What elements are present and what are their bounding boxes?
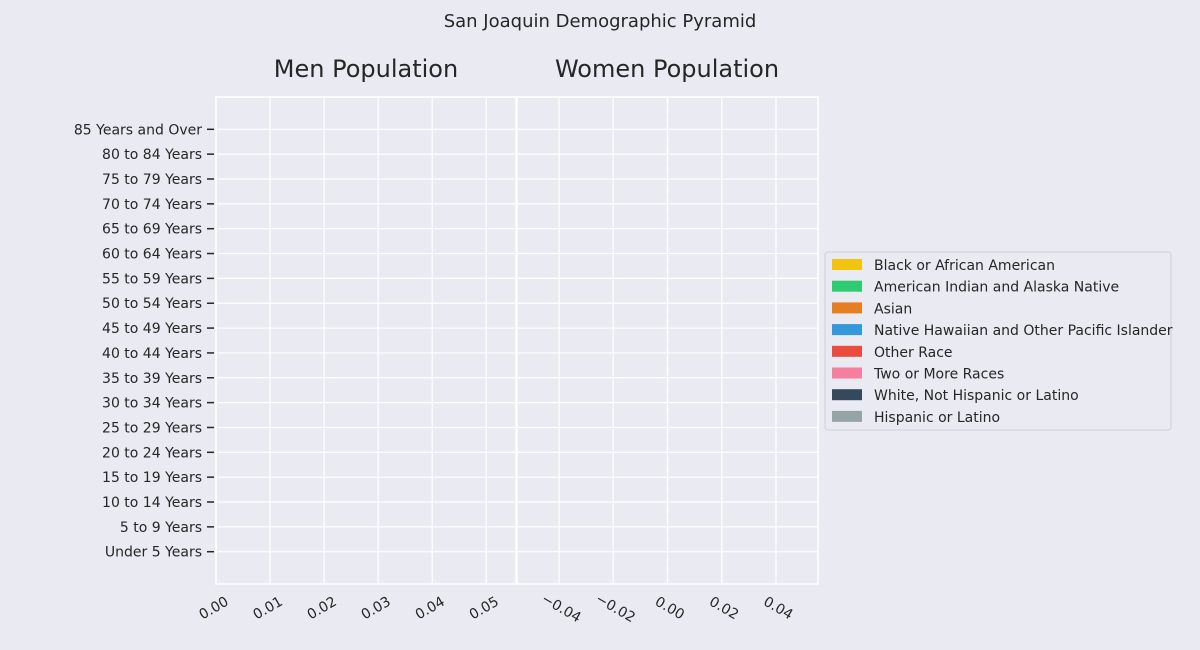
women-x-tick-label: 0.04 — [760, 594, 795, 623]
legend-label-asian: Asian — [874, 301, 912, 317]
men-x-tick-label: 0.05 — [467, 594, 502, 623]
legend-swatch-american-indian-and-alaska-native — [832, 280, 862, 292]
legend-label-native-hawaiian-and-other-pacific-islander: Native Hawaiian and Other Pacific Island… — [874, 323, 1173, 339]
y-tick-label: 20 to 24 Years — [102, 445, 202, 461]
women-x-tick-label: 0.02 — [706, 594, 741, 623]
y-tick-label: 55 to 59 Years — [102, 271, 202, 287]
men-x-tick-label: 0.04 — [413, 594, 448, 623]
legend-swatch-black-or-african-american — [832, 259, 862, 270]
y-tick-label: 40 to 44 Years — [102, 346, 202, 362]
y-tick-label: 80 to 84 Years — [102, 147, 202, 163]
legend: Black or African American American Indian… — [824, 251, 1173, 431]
men-y-axis: Under 5 Years 5 to 9 Years 10 to 14 Years 1… — [74, 122, 214, 561]
y-tick-label: 35 to 39 Years — [102, 371, 202, 387]
men-x-tick-label: 0.03 — [359, 594, 394, 623]
y-tick-label: 30 to 34 Years — [102, 396, 202, 412]
women-x-tick-label: −0.02 — [593, 591, 638, 626]
y-tick-label: 45 to 49 Years — [102, 321, 202, 337]
legend-label-other-race: Other Race — [874, 345, 953, 361]
legend-label-hispanic-or-latino: Hispanic or Latino — [874, 410, 1000, 426]
legend-label-white-not-hispanic-or-latino: White, Not Hispanic or Latino — [874, 388, 1079, 404]
figure-title: San Joaquin Demographic Pyramid — [444, 11, 757, 32]
men-x-tick-label: 0.01 — [251, 594, 286, 623]
y-tick-label: 75 to 79 Years — [102, 172, 202, 188]
legend-frame — [824, 251, 1172, 431]
legend-swatch-white-not-hispanic-or-latino — [832, 389, 862, 401]
legend-items: Black or African American American Indian… — [832, 258, 1173, 426]
men-grid — [215, 97, 516, 584]
men-panel-title: Men Population — [274, 55, 458, 83]
women-grid — [517, 97, 818, 584]
y-tick-label: 10 to 14 Years — [102, 495, 202, 511]
y-tick-label: 70 to 74 Years — [102, 197, 202, 213]
men-x-tick-label: 0.00 — [197, 594, 232, 623]
y-tick-label: 50 to 54 Years — [102, 296, 202, 312]
y-tick-label: 15 to 19 Years — [102, 470, 202, 486]
women-x-tick-label: 0.00 — [652, 594, 687, 623]
legend-label-american-indian-and-alaska-native: American Indian and Alaska Native — [874, 280, 1119, 296]
women-x-tick-label: −0.04 — [538, 591, 583, 626]
legend-label-black-or-african-american: Black or African American — [874, 258, 1055, 274]
y-tick-label: 60 to 64 Years — [102, 247, 202, 263]
legend-swatch-native-hawaiian-and-other-pacific-islander — [832, 324, 862, 336]
y-tick-label: 65 to 69 Years — [102, 222, 202, 238]
women-panel: −0.04 −0.02 0.00 0.02 0.04 Women Population — [516, 55, 819, 626]
y-tick-label: 25 to 29 Years — [102, 420, 202, 436]
men-plot-area — [215, 96, 517, 585]
legend-swatch-other-race — [832, 345, 862, 357]
women-panel-title: Women Population — [555, 55, 779, 83]
women-x-axis: −0.04 −0.02 0.00 0.02 0.04 — [538, 591, 795, 626]
men-x-tick-label: 0.02 — [305, 594, 340, 623]
y-tick-label: 85 Years and Over — [74, 122, 202, 138]
men-panel: Under 5 Years 5 to 9 Years 10 to 14 Years 1… — [74, 55, 517, 623]
legend-swatch-two-or-more-races — [832, 367, 862, 379]
legend-swatch-asian — [832, 302, 862, 314]
men-x-axis: 0.00 0.01 0.02 0.03 0.04 0.05 — [197, 594, 502, 623]
y-tick-label: Under 5 Years — [105, 545, 202, 561]
legend-label-two-or-more-races: Two or More Races — [873, 367, 1004, 383]
legend-swatch-hispanic-or-latino — [832, 410, 862, 422]
y-tick-label: 5 to 9 Years — [120, 520, 202, 536]
